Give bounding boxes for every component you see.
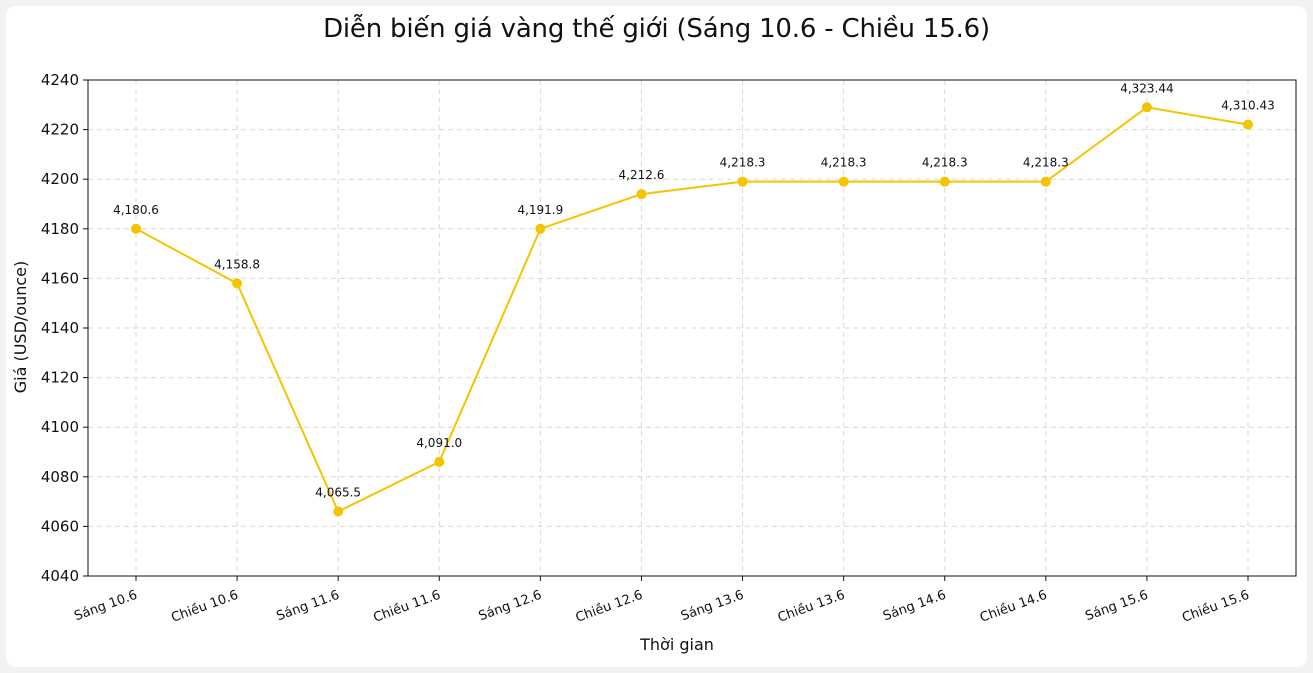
x-tick-label: Chiều 14.6 bbox=[978, 588, 1049, 626]
x-axis-title: Thời gian bbox=[639, 635, 714, 654]
x-tick-label: Chiều 15.6 bbox=[1180, 588, 1251, 626]
data-point bbox=[333, 506, 344, 517]
data-label: 4,065.5 bbox=[315, 486, 361, 500]
x-tick-label: Chiều 11.6 bbox=[371, 588, 442, 626]
data-point bbox=[838, 176, 849, 187]
data-label: 4,310.43 bbox=[1221, 99, 1274, 113]
data-point bbox=[1040, 176, 1051, 187]
y-tick-label: 4240 bbox=[41, 71, 79, 89]
data-label: 4,218.3 bbox=[720, 156, 766, 170]
data-label: 4,218.3 bbox=[1023, 156, 1069, 170]
data-label: 4,191.9 bbox=[517, 203, 563, 217]
y-tick-label: 4040 bbox=[41, 567, 79, 585]
data-point bbox=[1141, 102, 1152, 113]
y-axis-title: Giá (USD/ounce) bbox=[11, 261, 30, 394]
price-series-line bbox=[135, 106, 1249, 513]
data-point bbox=[1243, 119, 1253, 130]
x-tick-label: Chiều 10.6 bbox=[169, 588, 240, 626]
y-tick-label: 4100 bbox=[41, 418, 79, 436]
data-point bbox=[434, 456, 445, 467]
y-tick-label: 4180 bbox=[41, 220, 79, 238]
data-label: 4,158.8 bbox=[214, 257, 260, 271]
x-tick-label: Chiều 13.6 bbox=[776, 588, 847, 626]
x-tick-label: Sáng 11.6 bbox=[275, 588, 342, 625]
data-point bbox=[535, 223, 546, 234]
x-tick-label: Sáng 14.6 bbox=[881, 588, 948, 625]
data-point bbox=[939, 176, 950, 187]
x-tick-label: Sáng 13.6 bbox=[679, 588, 746, 625]
chart-card bbox=[6, 6, 1307, 667]
x-tick-label: Sáng 15.6 bbox=[1083, 588, 1150, 625]
x-tick-label: Sáng 12.6 bbox=[477, 588, 544, 625]
x-tick-label: Chiều 12.6 bbox=[574, 588, 645, 626]
data-point bbox=[737, 176, 748, 187]
data-point bbox=[636, 189, 647, 200]
data-label: 4,091.0 bbox=[416, 436, 462, 450]
y-tick-label: 4160 bbox=[41, 269, 79, 287]
data-label: 4,180.6 bbox=[113, 203, 159, 217]
data-label: 4,218.3 bbox=[922, 156, 968, 170]
y-tick-label: 4220 bbox=[41, 121, 79, 139]
y-tick-label: 4200 bbox=[41, 170, 79, 188]
data-label: 4,323.44 bbox=[1120, 81, 1173, 95]
y-tick-label: 4140 bbox=[41, 319, 79, 337]
data-point bbox=[232, 278, 243, 289]
data-point bbox=[131, 223, 141, 234]
y-tick-label: 4060 bbox=[41, 517, 79, 535]
y-tick-label: 4120 bbox=[41, 369, 79, 387]
data-label: 4,212.6 bbox=[619, 168, 665, 182]
x-tick-label: Sáng 10.6 bbox=[72, 588, 139, 625]
y-tick-label: 4080 bbox=[41, 468, 79, 486]
plot-frame bbox=[87, 79, 1297, 577]
chart-title: Diễn biến giá vàng thế giới (Sáng 10.6 -… bbox=[323, 14, 990, 44]
data-label: 4,218.3 bbox=[821, 156, 867, 170]
